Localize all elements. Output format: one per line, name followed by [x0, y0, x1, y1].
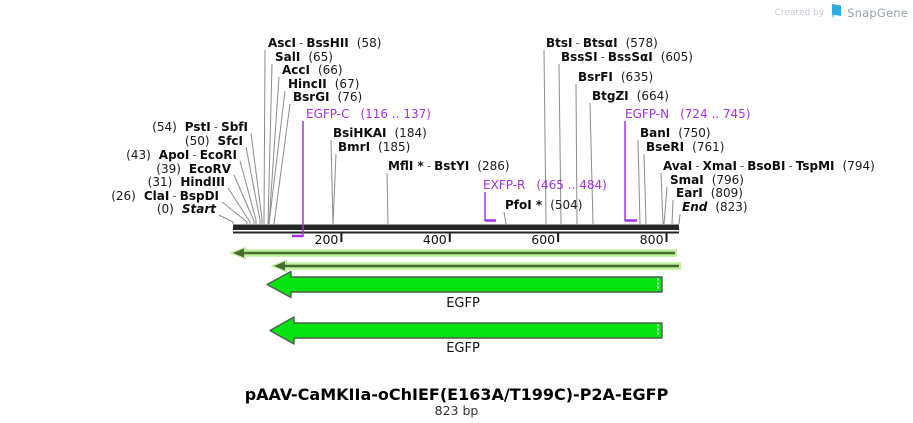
- site-label-avaI-xmaI-bsoBI-tspMI[interactable]: AvaI - XmaI - BsoBI - TspMI (794): [663, 159, 875, 173]
- site-line-hincII: [268, 90, 286, 225]
- site-line-bssSI-bssSaI: [558, 63, 562, 225]
- site-label-bmrI[interactable]: BmrI (185): [338, 140, 411, 154]
- site-label-bsrFI[interactable]: BsrFI (635): [578, 70, 654, 84]
- feature-label-egfp-arrow-1[interactable]: EGFP: [446, 296, 480, 311]
- ruler-tick-200: [340, 233, 343, 242]
- site-label-btsI-btsaI[interactable]: BtsI - BtsαI (578): [546, 36, 658, 50]
- site-line-apoI-ecoRI: [239, 160, 257, 224]
- site-line-btgZI: [589, 102, 594, 225]
- snapgene-credit: Created by SnapGene: [775, 3, 908, 22]
- site-line-accI: [268, 76, 280, 225]
- primer-label-egfp-n[interactable]: EGFP-N (724 .. 745): [625, 107, 751, 121]
- site-line-end: [678, 213, 681, 225]
- ruler-tick-800: [665, 233, 668, 242]
- site-line-bsrFI: [575, 83, 578, 225]
- site-label-smaI[interactable]: SmaI (796): [670, 173, 744, 187]
- site-label-banI[interactable]: BanI (750): [640, 126, 711, 140]
- site-line-ascI-bssHII: [263, 49, 266, 225]
- snapgene-brand-text: SnapGene: [847, 5, 908, 20]
- site-line-sfcI: [245, 146, 261, 224]
- site-label-apoI-ecoRI[interactable]: (43) ApoI - EcoRI: [126, 148, 237, 162]
- construct-title: pAAV-CaMKIIa-oChIEF(E163A/T199C)-P2A-EGF…: [244, 385, 669, 404]
- ruler-tick-600: [557, 233, 560, 242]
- site-label-earI[interactable]: EarI (809): [676, 186, 743, 200]
- site-label-start[interactable]: (0) Start: [156, 202, 216, 216]
- site-line-bseRI: [643, 153, 647, 225]
- site-line-banI: [637, 139, 641, 225]
- site-label-claI-bspDI[interactable]: (26) ClaI - BspDI: [111, 189, 219, 203]
- created-by-text: Created by: [774, 7, 825, 18]
- sequence-bar-bottom-strand: [233, 231, 679, 234]
- feature-line-2-arrowhead-icon: [274, 261, 285, 271]
- site-line-ecoRV: [233, 174, 255, 224]
- site-line-mflI-bstYI: [386, 172, 389, 225]
- site-label-sfcI[interactable]: (50) SfcI: [184, 134, 243, 148]
- site-label-end[interactable]: End (823): [682, 200, 748, 214]
- construct-length: 823 bp: [434, 403, 479, 418]
- site-label-bsrGI[interactable]: BsrGI (76): [293, 90, 363, 104]
- ruler-tick-label-400: 400: [422, 232, 447, 247]
- site-line-smaI: [663, 186, 668, 225]
- site-line-hindIII: [227, 187, 251, 224]
- feature-label-egfp-arrow-2[interactable]: EGFP: [446, 341, 480, 356]
- site-line-earI: [671, 199, 674, 225]
- sequence-bar: [233, 224, 679, 230]
- site-label-pfoI[interactable]: PfoI * (504): [505, 198, 583, 212]
- egfp-arrow-2[interactable]: [269, 316, 663, 345]
- primer-label-egfp-c[interactable]: EGFP-C (116 .. 137): [306, 107, 431, 121]
- site-line-avaI-xmaI-bsoBI-tspMI: [660, 172, 664, 225]
- ruler-tick-label-800: 800: [639, 232, 664, 247]
- ruler-tick-label-200: 200: [314, 232, 339, 247]
- site-line-bmrI: [332, 153, 337, 225]
- site-label-pstI-sbfI[interactable]: (54) PstI - SbfI: [152, 120, 248, 134]
- site-line-salI: [267, 63, 273, 225]
- feature-line-1-arrowhead-icon: [233, 248, 244, 258]
- site-line-claI-bspDI: [221, 201, 248, 224]
- primer-label-exfp-r[interactable]: EXFP-R (465 .. 484): [483, 178, 607, 192]
- site-line-bsrGI: [273, 103, 291, 225]
- site-line-bsiHKAI: [330, 139, 334, 225]
- site-label-hincII[interactable]: HincII (67): [288, 77, 360, 91]
- site-label-ecoRV[interactable]: (39) EcoRV: [156, 162, 231, 176]
- site-label-ascI-bssHII[interactable]: AscI - BssHII (58): [268, 36, 382, 50]
- site-label-bseRI[interactable]: BseRI (761): [646, 140, 725, 154]
- ruler-tick-label-600: 600: [531, 232, 556, 247]
- egfp-arrow-1[interactable]: [266, 270, 663, 299]
- site-label-bssSI-bssSaI[interactable]: BssSI - BssSαI (605): [561, 50, 693, 64]
- site-line-pfoI: [503, 211, 507, 225]
- site-label-mflI-bstYI[interactable]: MflI * - BstYI (286): [388, 159, 510, 173]
- snapgene-logo-icon: [829, 3, 842, 22]
- ruler-tick-400: [448, 233, 451, 242]
- site-label-salI[interactable]: SalI (65): [275, 50, 333, 64]
- site-line-btsI-btsaI: [543, 49, 547, 225]
- site-line-start: [218, 214, 234, 224]
- site-label-accI[interactable]: AccI (66): [282, 63, 343, 77]
- site-label-bsiHKAI[interactable]: BsiHKAI (184): [333, 126, 427, 140]
- site-label-hindIII[interactable]: (31) HindIII: [147, 175, 225, 189]
- site-label-btgZI[interactable]: BtgZI (664): [592, 89, 669, 103]
- site-line-pstI-sbfI: [250, 132, 263, 224]
